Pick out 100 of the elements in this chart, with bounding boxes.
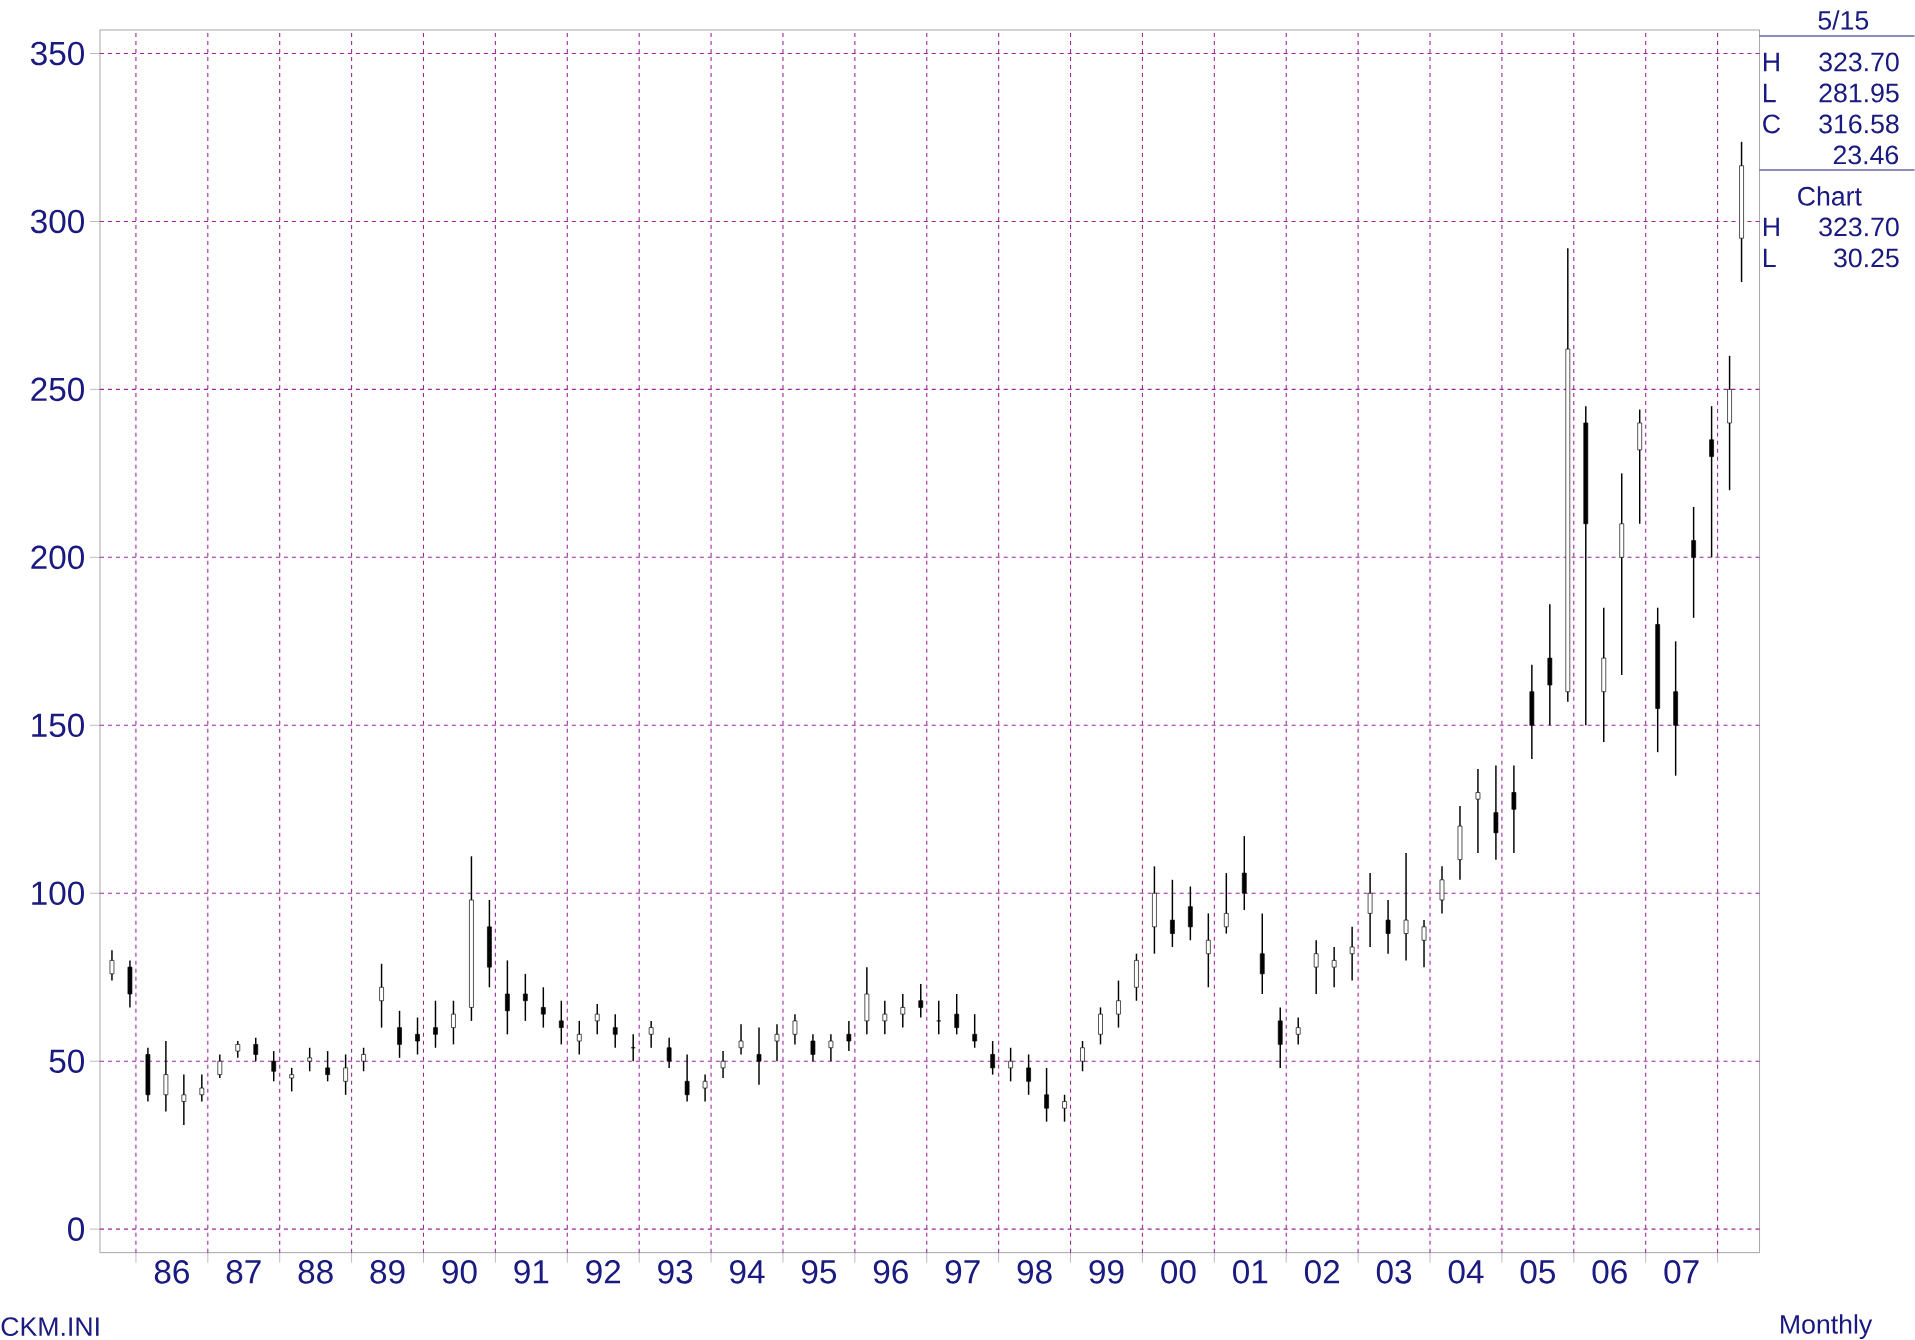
- candlestick: [289, 1067, 295, 1093]
- candlestick: [1205, 912, 1211, 989]
- x-tick-label: 04: [1448, 1260, 1484, 1284]
- candlestick: [1008, 1047, 1013, 1083]
- y-tick-label: 200: [31, 545, 84, 570]
- candlestick: [1116, 980, 1121, 1029]
- candlestick: [1349, 926, 1355, 982]
- candlestick: [343, 1053, 348, 1096]
- text: L 30.25: [1763, 248, 1899, 268]
- x-tick-label: 96: [873, 1260, 908, 1284]
- text: H 323.70: [1763, 217, 1899, 237]
- y-tick-label: 250: [31, 377, 84, 402]
- text: Chart: [1798, 186, 1862, 206]
- candlestick: [720, 1050, 726, 1079]
- candlestick: [702, 1074, 708, 1103]
- candlestick: [1062, 1094, 1067, 1123]
- text: 23.46: [1833, 145, 1899, 165]
- candlestick: [1691, 506, 1696, 619]
- candlestick: [630, 1033, 636, 1063]
- candlestick: [828, 1033, 834, 1063]
- x-tick-label: 92: [586, 1260, 621, 1284]
- candlestick: [199, 1074, 205, 1103]
- candlestick: [451, 1000, 456, 1046]
- x-tick-label: 88: [298, 1260, 333, 1284]
- candlestick: [594, 1003, 600, 1036]
- candlestick: [1223, 872, 1229, 935]
- candlestick: [1259, 912, 1265, 995]
- candlestick: [325, 1050, 330, 1083]
- candlestick: [217, 1053, 223, 1079]
- candlestick: [1511, 765, 1517, 854]
- candlestick: [1385, 899, 1391, 955]
- x-tick-label: 97: [945, 1260, 980, 1284]
- candlestick: [163, 1040, 169, 1113]
- text: H 323.70: [1763, 52, 1899, 72]
- candlestick: [433, 1000, 438, 1049]
- candlestick: [900, 993, 906, 1029]
- candlestick: [1170, 879, 1175, 948]
- candlestick: [397, 1010, 402, 1059]
- x-tick-label: 89: [370, 1260, 405, 1284]
- candlestick: [181, 1074, 187, 1126]
- text: 5/15: [1818, 10, 1869, 30]
- candlestick: [1709, 405, 1714, 559]
- y-tick-label: 0: [68, 1217, 84, 1242]
- text: Monthly: [1781, 1314, 1873, 1340]
- x-tick-label: 02: [1304, 1260, 1340, 1284]
- candlestick: [1331, 946, 1337, 989]
- candlestick: [253, 1037, 259, 1063]
- x-tick-label: 87: [226, 1260, 261, 1284]
- candlestick: [1313, 939, 1319, 995]
- candlestick: [540, 986, 546, 1029]
- x-tick-label: 03: [1376, 1260, 1412, 1284]
- candlestick: [415, 1016, 420, 1056]
- candlestick: [505, 959, 510, 1036]
- candlestick: [1439, 865, 1445, 915]
- candlestick: [109, 949, 115, 982]
- x-tick-label: 93: [658, 1260, 693, 1284]
- candlestick: [1493, 765, 1499, 861]
- x-tick-label: 99: [1089, 1260, 1124, 1284]
- candlestick: [558, 1000, 564, 1046]
- candlestick: [972, 1013, 978, 1049]
- candlestick: [666, 1037, 672, 1069]
- text: C 316.58: [1763, 114, 1899, 134]
- candlestick: [1098, 1006, 1103, 1046]
- candlestick: [954, 993, 960, 1036]
- candlestick: [756, 1027, 762, 1086]
- y-tick-label: 150: [32, 713, 84, 738]
- candlestick: [1188, 885, 1193, 942]
- x-tick-label: 86: [154, 1260, 189, 1284]
- text: L 281.95: [1763, 83, 1899, 103]
- candlestick: [307, 1047, 313, 1073]
- x-tick-label: 05: [1520, 1260, 1555, 1284]
- x-tick-label: 07: [1664, 1260, 1699, 1284]
- x-tick-label: 90: [442, 1260, 477, 1284]
- candlestick: [1367, 872, 1373, 948]
- candlestick: [379, 963, 384, 1029]
- candlestick: [990, 1040, 996, 1076]
- candlestick: [1403, 852, 1409, 962]
- candlestick: [774, 1023, 780, 1063]
- x-tick-label: 01: [1233, 1260, 1268, 1284]
- candlestick: [648, 1020, 654, 1049]
- text: CKM.INI: [1, 1317, 99, 1337]
- candlestick: [1475, 768, 1481, 854]
- y-tick-label: 50: [49, 1049, 84, 1074]
- y-tick-label: 350: [30, 41, 84, 66]
- candlestick: [882, 1000, 888, 1036]
- candlestick: [846, 1020, 852, 1053]
- candlestick: [576, 1020, 582, 1056]
- x-tick-label: 98: [1017, 1260, 1052, 1284]
- x-tick-label: 06: [1592, 1260, 1627, 1284]
- y-tick-label: 300: [30, 209, 84, 234]
- candlestick: [810, 1033, 816, 1063]
- candlestick: [1044, 1067, 1049, 1123]
- candlestick: [792, 1013, 798, 1046]
- candlestick: [684, 1053, 690, 1103]
- candlestick: [271, 1050, 277, 1083]
- candlestick: [1295, 1016, 1301, 1046]
- x-tick-label: 91: [514, 1260, 549, 1284]
- y-tick-label: 100: [32, 881, 84, 906]
- candlestick: [361, 1047, 366, 1073]
- candlestick: [523, 973, 528, 1022]
